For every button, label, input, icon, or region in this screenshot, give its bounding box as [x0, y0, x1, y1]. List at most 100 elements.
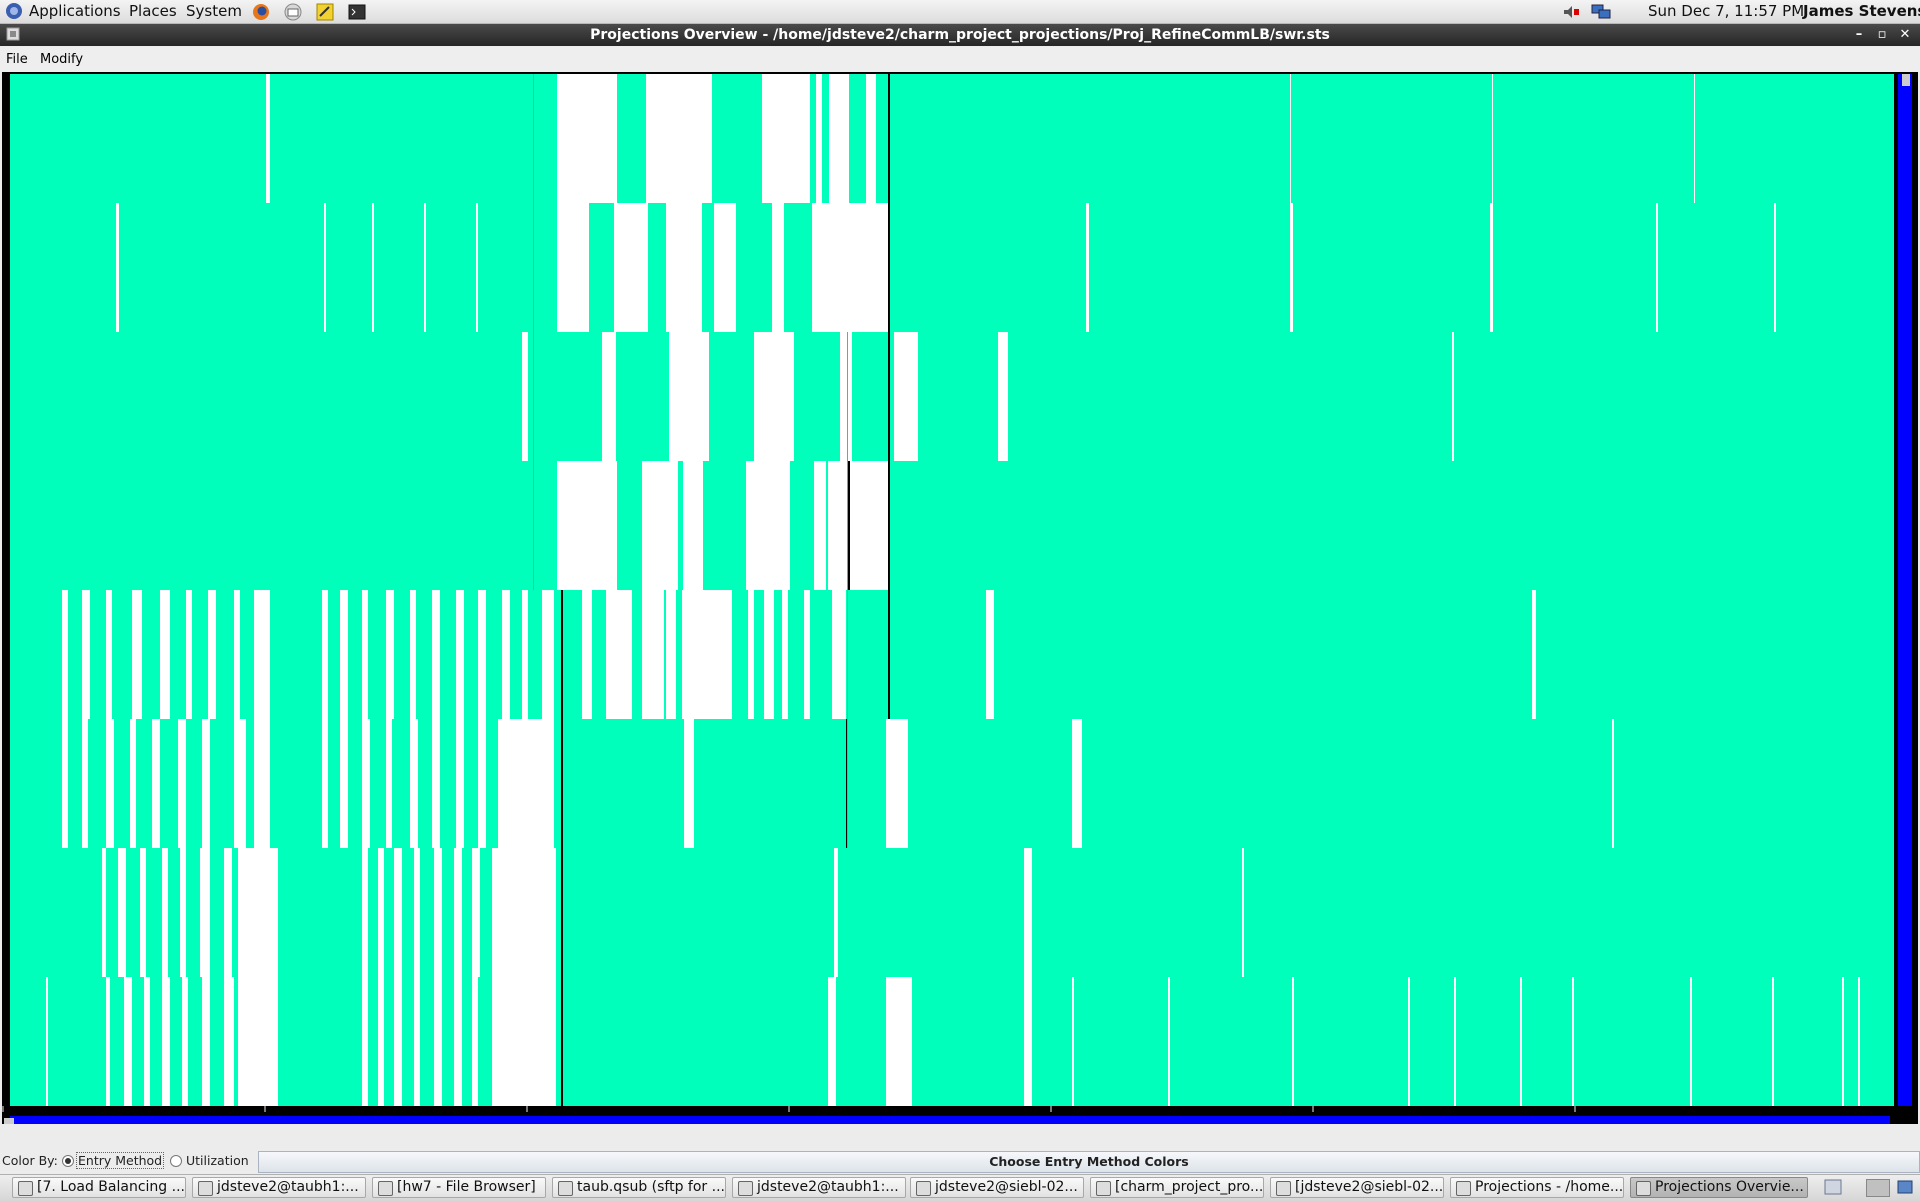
scroll-up-arrow: [1902, 74, 1910, 86]
idle-span: [602, 332, 616, 461]
idle-span: [322, 590, 328, 719]
idle-span: [162, 977, 170, 1106]
overview-canvas[interactable]: [2, 72, 1918, 1124]
choose-colors-button[interactable]: Choose Entry Method Colors: [258, 1151, 1920, 1173]
idle-span: [642, 590, 664, 719]
close-icon[interactable]: ✕: [1899, 27, 1911, 42]
axis-tick: [264, 1106, 266, 1112]
idle-span: [522, 590, 528, 719]
applications-menu[interactable]: Applications: [29, 2, 121, 20]
idle-span: [372, 203, 374, 332]
idle-span: [646, 74, 712, 203]
taskbar-item[interactable]: jdsteve2@siebl-02...: [910, 1177, 1084, 1198]
network-icon[interactable]: [1591, 2, 1611, 21]
taskbar-item[interactable]: taub.qsub (sftp for ...: [552, 1177, 726, 1198]
workspace-2[interactable]: [1866, 1179, 1890, 1197]
idle-span: [814, 461, 826, 590]
idle-span: [1290, 203, 1293, 332]
trash-icon[interactable]: [1896, 1179, 1914, 1199]
idle-span: [1168, 977, 1170, 1106]
taskbar-item-label: Projections Overvie...: [1655, 1179, 1804, 1195]
minimize-icon[interactable]: –: [1855, 27, 1863, 42]
folder-icon: [1096, 1181, 1111, 1196]
idle-span: [1490, 203, 1493, 332]
radio-utilization[interactable]: [170, 1155, 182, 1167]
idle-span: [666, 590, 676, 719]
radio-entry-method[interactable]: [62, 1155, 74, 1167]
idle-span: [362, 977, 368, 1106]
idle-span: [1024, 848, 1032, 977]
gnome-foot-icon[interactable]: [4, 1, 24, 25]
idle-span: [1772, 977, 1774, 1106]
clock[interactable]: Sun Dec 7, 11:57 PM: [1648, 2, 1805, 20]
processor-row: [10, 332, 1894, 461]
modify-menu[interactable]: Modify: [40, 52, 84, 67]
volume-muted-icon[interactable]: [1561, 2, 1581, 21]
terminal-icon[interactable]: [347, 2, 367, 21]
system-menu[interactable]: System: [186, 2, 242, 20]
terminal-icon: [198, 1181, 213, 1196]
idle-span: [828, 977, 836, 1106]
idle-span: [186, 590, 192, 719]
mail-icon[interactable]: [283, 2, 303, 21]
idle-span: [846, 332, 852, 461]
idle-span: [1072, 977, 1074, 1106]
gear-icon: [18, 1181, 33, 1196]
idle-span: [684, 719, 694, 848]
places-menu[interactable]: Places: [129, 2, 177, 20]
workspace-switcher-icon[interactable]: [1824, 1179, 1842, 1199]
taskbar-item-label: jdsteve2@taubh1:...: [217, 1179, 359, 1195]
taskbar-item[interactable]: [hw7 - File Browser]: [372, 1177, 546, 1198]
idle-span: [1572, 977, 1574, 1106]
text-editor-icon[interactable]: [315, 2, 335, 21]
idle-span: [414, 977, 420, 1106]
idle-span: [1452, 332, 1454, 461]
firefox-icon[interactable]: [251, 2, 271, 21]
axis-tick: [1312, 1106, 1314, 1112]
taskbar: [7. Load Balancing ... jdsteve2@taubh1:..…: [0, 1174, 1920, 1201]
idle-span: [522, 332, 528, 461]
entry-method-option-label[interactable]: Entry Method: [76, 1152, 165, 1169]
java-icon: [1636, 1181, 1651, 1196]
taskbar-item[interactable]: jdsteve2@taubh1:...: [192, 1177, 366, 1198]
terminal-icon: [1276, 1181, 1291, 1196]
idle-span: [472, 977, 478, 1106]
idle-span: [1454, 977, 1456, 1106]
file-menu[interactable]: File: [6, 52, 28, 67]
taskbar-item[interactable]: [jdsteve2@siebl-02...: [1270, 1177, 1444, 1198]
idle-span: [362, 719, 370, 848]
user-name[interactable]: James Stevens: [1803, 2, 1920, 20]
processor-row: [10, 203, 1894, 332]
idle-span: [492, 848, 556, 977]
utilization-option-label[interactable]: Utilization: [186, 1153, 249, 1168]
window-menu-icon[interactable]: [5, 27, 21, 43]
idle-span: [1774, 203, 1776, 332]
idle-span: [832, 590, 846, 719]
taskbar-item[interactable]: jdsteve2@taubh1:...: [732, 1177, 906, 1198]
idle-span: [886, 719, 908, 848]
idle-span: [116, 203, 119, 332]
idle-span: [62, 590, 68, 719]
axis-tick: [788, 1106, 790, 1112]
idle-span: [1842, 977, 1844, 1106]
axis-tick: [1050, 1106, 1052, 1112]
taskbar-item[interactable]: [7. Load Balancing ...: [12, 1177, 186, 1198]
taskbar-item[interactable]: Projections Overvie...: [1630, 1177, 1808, 1198]
idle-span: [828, 461, 888, 590]
overview-plot[interactable]: [2, 72, 1918, 1124]
idle-span: [410, 719, 418, 848]
taskbar-item[interactable]: Projections - /home...: [1450, 1177, 1624, 1198]
idle-span: [683, 461, 703, 590]
idle-span: [557, 203, 589, 332]
idle-span: [1520, 977, 1522, 1106]
idle-span: [834, 848, 838, 977]
divider-line: [561, 590, 563, 1106]
maximize-icon[interactable]: ▫: [1877, 27, 1887, 42]
idle-span: [746, 461, 790, 590]
folder-icon: [378, 1181, 393, 1196]
taskbar-item[interactable]: [charm_project_pro...: [1090, 1177, 1264, 1198]
idle-span: [1858, 977, 1860, 1106]
idle-span: [772, 203, 784, 332]
window-titlebar[interactable]: Projections Overview - /home/jdsteve2/ch…: [0, 24, 1920, 46]
idle-span: [130, 719, 136, 848]
